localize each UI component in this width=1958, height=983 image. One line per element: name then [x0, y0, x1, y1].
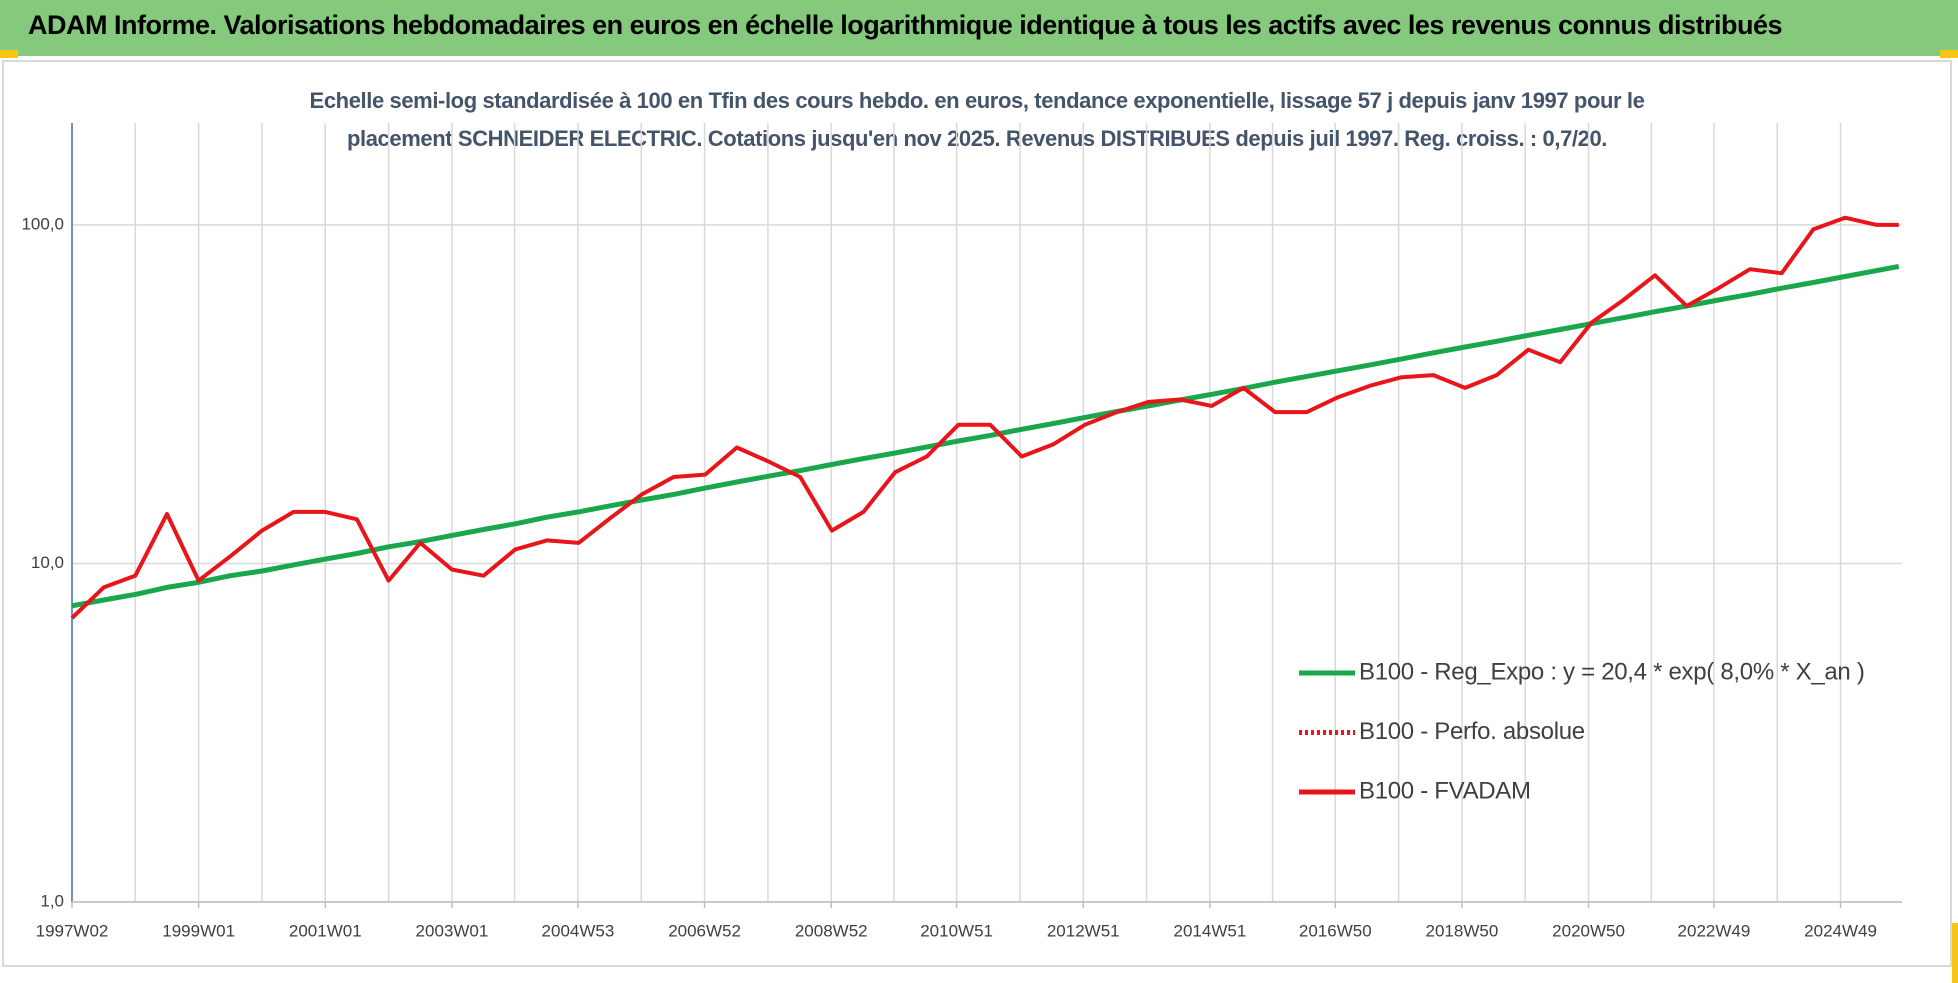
- x-tick-label: 2024W49: [1804, 921, 1877, 940]
- header-bar: ADAM Informe. Valorisations hebdomadaire…: [0, 0, 1958, 56]
- x-tick-label: 2008W52: [795, 921, 868, 940]
- x-tick-label: 1999W01: [162, 921, 235, 940]
- corner-mark: [1952, 923, 1958, 983]
- x-tick-label: 2012W51: [1047, 921, 1120, 940]
- x-tick-label: 2016W50: [1299, 921, 1372, 940]
- x-tick-label: 2004W53: [542, 921, 615, 940]
- corner-mark: [1940, 50, 1958, 58]
- x-tick-label: 2018W50: [1426, 921, 1499, 940]
- page-title: ADAM Informe. Valorisations hebdomadaire…: [28, 10, 1783, 40]
- x-tick-label: 2010W51: [920, 921, 993, 940]
- x-tick-label: 2014W51: [1174, 921, 1247, 940]
- x-tick-label: 2003W01: [416, 921, 489, 940]
- chart-frame: [2, 60, 1952, 967]
- chart-subtitle: Echelle semi-log standardisée à 100 en T…: [310, 88, 1645, 113]
- y-tick-label: 10,0: [31, 553, 64, 572]
- series-line: [70, 215, 1899, 620]
- x-tick-label: 2020W50: [1552, 921, 1625, 940]
- series-line: [71, 263, 1900, 609]
- x-tick-label: 2001W01: [289, 921, 362, 940]
- x-tick-label: 2006W52: [668, 921, 741, 940]
- chart-subtitle: placement SCHNEIDER ELECTRIC. Cotations …: [347, 126, 1607, 151]
- legend-label: B100 - Reg_Expo : y = 20,4 * exp( 8,0% *…: [1359, 658, 1865, 685]
- legend-label: B100 - Perfo. absolue: [1359, 718, 1585, 745]
- corner-mark: [0, 50, 18, 58]
- x-tick-label: 2022W49: [1678, 921, 1751, 940]
- x-tick-label: 1997W02: [36, 921, 109, 940]
- legend-label: B100 - FVADAM: [1359, 777, 1531, 804]
- y-tick-label: 100,0: [21, 214, 64, 233]
- y-tick-label: 1,0: [40, 891, 64, 910]
